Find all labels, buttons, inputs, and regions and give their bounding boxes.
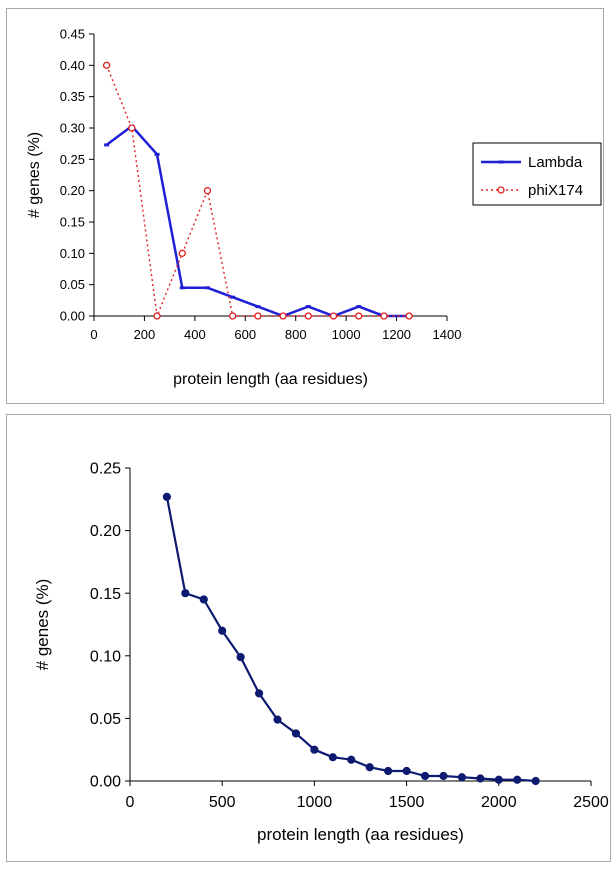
legend-box <box>472 142 602 206</box>
x-tick-label: 2000 <box>481 794 517 811</box>
data-point <box>199 595 208 604</box>
data-point <box>384 766 393 776</box>
data-point <box>405 312 413 320</box>
y-tick-label: 0.15 <box>60 215 85 230</box>
data-point <box>420 771 430 781</box>
data-point <box>494 775 503 784</box>
data-point <box>279 312 287 320</box>
x-tick-label: 800 <box>285 327 307 342</box>
x-tick-label: 200 <box>134 327 156 342</box>
chart-top-svg: 0.00 0.05 0.10 0.15 0.20 0.25 0.30 0.35 0.40 0.45… <box>26 27 602 388</box>
y-tick-label: 0.45 <box>60 27 85 42</box>
x-axis-label: protein length (aa residues) <box>173 371 368 388</box>
data-point <box>102 61 111 69</box>
y-tick-label: 0.10 <box>90 648 121 665</box>
data-point <box>310 745 319 754</box>
x-tick-label: 1500 <box>389 794 425 811</box>
data-point <box>273 715 282 724</box>
y-tick-label: 0.40 <box>60 58 85 73</box>
x-tick-label: 1200 <box>382 327 411 342</box>
x-tick-label: 1000 <box>297 794 333 811</box>
data-point <box>162 492 171 501</box>
chart-panel-top: 0.00 0.05 0.10 0.15 0.20 0.25 0.30 0.35 0.40 0.45… <box>6 8 604 404</box>
chart-bottom-svg: 0.00 0.05 0.10 0.15 0.20 0.25 0 500 1000 1500 2000… <box>33 461 609 844</box>
data-point <box>476 774 485 783</box>
data-point <box>254 689 264 698</box>
x-tick-label: 1400 <box>433 327 462 342</box>
x-tick-label: 0 <box>126 794 135 811</box>
x-axis-label: protein length (aa residues) <box>257 825 464 844</box>
x-tick-label: 600 <box>234 327 256 342</box>
x-tick-label: 400 <box>184 327 206 342</box>
y-tick-label: 0.35 <box>60 89 85 104</box>
series-line-main <box>165 496 536 783</box>
data-point <box>128 124 136 132</box>
data-point <box>347 755 356 764</box>
data-point <box>380 312 388 320</box>
data-point <box>457 773 467 782</box>
data-point <box>153 312 161 320</box>
y-tick-label: 0.25 <box>90 461 121 478</box>
y-tick-label: 0.25 <box>60 152 85 167</box>
data-point <box>236 652 245 662</box>
data-point <box>218 626 227 635</box>
y-tick-label: 0.05 <box>90 711 121 728</box>
series-line-lambda <box>105 124 410 318</box>
data-point <box>531 776 540 786</box>
x-tick-label: 500 <box>209 794 236 811</box>
y-tick-label: 0.00 <box>60 309 85 324</box>
data-point <box>304 312 312 320</box>
data-point <box>329 312 338 320</box>
x-tick-label: 2500 <box>573 794 609 811</box>
data-point <box>229 312 237 320</box>
y-tick-label: 0.20 <box>60 183 85 198</box>
data-point <box>291 729 301 738</box>
data-point <box>254 312 262 320</box>
x-tick-label: 0 <box>90 327 97 342</box>
data-point <box>181 589 190 598</box>
y-tick-label: 0.00 <box>90 774 121 791</box>
y-tick-label: 0.30 <box>60 121 85 136</box>
data-point <box>355 312 363 320</box>
y-tick-label: 0.15 <box>90 586 121 603</box>
y-tick-label: 0.10 <box>60 246 85 261</box>
data-point <box>178 249 186 257</box>
data-point <box>513 775 522 784</box>
x-tick-label: 1000 <box>332 327 361 342</box>
data-point <box>328 753 337 762</box>
legend-marker <box>497 186 505 194</box>
y-tick-label: 0.20 <box>90 523 121 540</box>
legend-label-lambda: Lambda <box>528 154 583 171</box>
series-line-phix174 <box>105 65 410 317</box>
data-point <box>402 766 411 776</box>
data-point <box>203 187 212 195</box>
legend-label-phix174: phiX174 <box>528 182 583 199</box>
data-point <box>365 763 374 772</box>
chart-panel-bottom: 0.00 0.05 0.10 0.15 0.20 0.25 0 500 1000 1500 2000… <box>6 414 611 862</box>
y-tick-label: 0.05 <box>60 277 85 292</box>
y-axis-label: # genes (%) <box>26 132 43 218</box>
y-axis-label: # genes (%) <box>33 579 52 671</box>
data-point <box>439 771 448 781</box>
